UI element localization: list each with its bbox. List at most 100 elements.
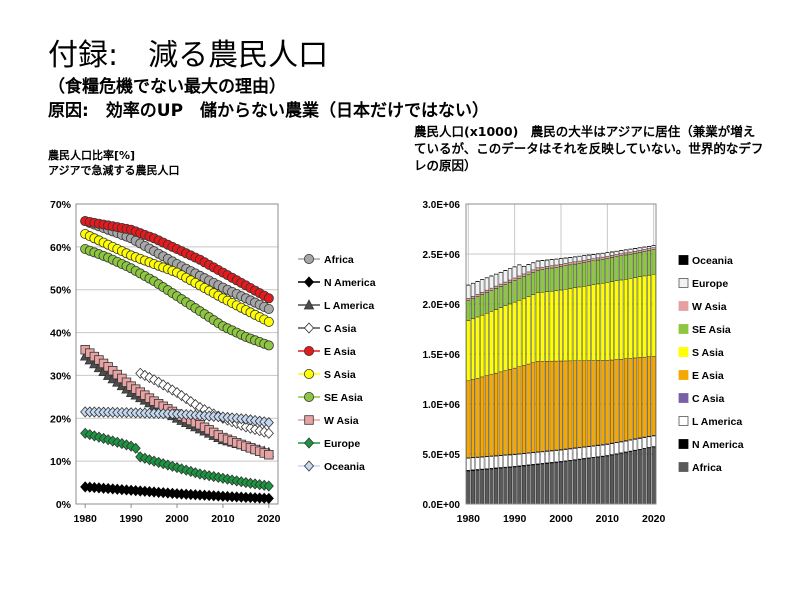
right-bar-segment [596,283,601,361]
right-bar-segment [484,292,489,314]
right-plot-area [465,203,657,505]
right-bar-segment [508,303,513,370]
right-bar-segment [549,259,554,266]
right-bar-segment [605,455,610,505]
right-chart-caption: 農民人口(x1000) 農民の大半はアジアに居住（兼業が増えているが、このデータ… [414,124,764,173]
right-bar-segment [531,294,536,363]
right-bar-segment [508,279,513,283]
right-bar-segment [647,246,652,249]
right-bar-segment [596,257,601,261]
left-series-marker [264,450,274,460]
right-legend-label: E Asia [692,370,724,382]
right-bar-segment [586,254,591,260]
right-bar-segment [531,362,536,453]
right-legend-label: Africa [692,462,722,474]
right-bar-segment [623,249,628,254]
right-bar-segment [521,465,526,505]
right-bar-segment [563,265,568,290]
right-bar-segment [475,293,480,297]
right-bar-segment [540,260,545,268]
right-bar-segment [494,274,499,287]
right-bar-segment [568,448,573,461]
right-bar-segment [517,278,522,301]
right-bar-segment [498,283,503,287]
left-legend-label: Europe [324,438,360,450]
right-legend-swatch [678,370,689,380]
right-bar-segment [647,356,652,437]
right-bar-segment [633,439,638,451]
right-bar-segment [563,449,568,461]
right-bar-segment [651,356,656,436]
right-bar-segment [586,261,591,286]
right-bar-segment [586,360,591,447]
right-bar-segment [508,454,513,467]
right-bar-segment [480,456,485,470]
right-bar-segment [526,465,531,505]
right-bar-segment [568,360,573,449]
left-legend-marker [303,391,314,402]
right-bar-segment [512,367,517,455]
right-bar-segment [526,264,531,273]
left-chart-note: アジアで急減する農民人口 [48,164,180,177]
right-bar-segment [480,279,485,293]
right-bar-segment [517,454,522,466]
right-bar-segment [512,277,517,281]
right-bar-segment [633,248,638,252]
right-bar-segment [651,247,656,250]
right-bar-segment [568,257,573,263]
right-y-tick-label: 2.5E+06 [422,250,460,261]
right-bar-segment [489,468,494,505]
right-bar-segment [623,252,628,256]
right-bar-segment [480,291,485,295]
right-bar-segment [466,320,471,381]
right-bar-segment [586,446,591,458]
right-bar-segment [559,461,563,505]
right-bar-segment [628,451,633,505]
right-bar-segment [591,258,596,262]
right-bar-segment [521,276,526,299]
right-bar-segment [503,281,508,285]
right-bar-segment [582,255,587,261]
right-bar-segment [642,251,647,277]
right-bar-segment [577,263,582,288]
left-y-tick-label: 60% [50,242,72,254]
right-bar-segment [554,267,559,291]
right-bar-segment [637,252,642,277]
left-series-marker [263,340,274,351]
right-bar-segment [554,259,559,266]
right-y-tick-label: 1.0E+06 [422,400,460,411]
right-x-tick-label: 1980 [457,513,481,525]
right-bar-segment [535,270,540,293]
left-y-tick-label: 30% [50,370,72,382]
right-bar-segment [475,281,480,295]
right-bar-segment [577,286,582,361]
right-bar-segment [633,357,638,439]
right-bar-segment [600,256,605,260]
right-bar-segment [531,272,536,295]
right-bar-segment [512,280,517,303]
right-bar-segment [554,290,559,362]
right-bar-segment [633,450,638,505]
right-legend-label: N America [692,439,744,451]
right-bar-segment [647,447,652,505]
right-bar-segment [470,318,475,380]
right-bar-segment [489,456,494,469]
right-bar-segment [637,247,642,251]
left-series-marker [263,303,274,314]
right-bar-segment [563,289,568,362]
right-legend-swatch [678,301,689,311]
right-bar-segment [614,254,619,257]
left-x-tick-label: 2010 [211,513,235,525]
right-bar-segment [591,260,596,285]
right-bar-segment [512,301,517,369]
right-bar-segment [554,264,559,268]
right-bar-segment [586,458,591,505]
right-bar-segment [535,292,540,362]
right-bar-segment [503,370,508,455]
right-legend-swatch [678,278,689,288]
right-bar-segment [484,469,489,505]
left-x-tick-label: 1980 [74,513,98,525]
right-bar-segment [531,464,536,505]
right-bar-segment [494,468,499,505]
